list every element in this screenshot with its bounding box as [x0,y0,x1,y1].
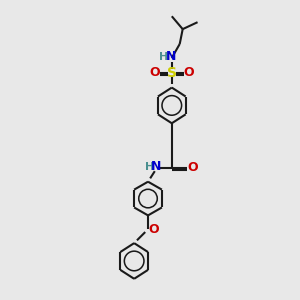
Text: H: H [146,162,154,172]
Text: N: N [166,50,176,63]
Text: O: O [187,161,198,174]
Text: S: S [167,66,177,80]
Text: H: H [159,52,169,62]
Text: N: N [151,160,161,173]
Text: O: O [150,66,160,79]
Text: O: O [183,66,194,79]
Text: O: O [149,223,159,236]
